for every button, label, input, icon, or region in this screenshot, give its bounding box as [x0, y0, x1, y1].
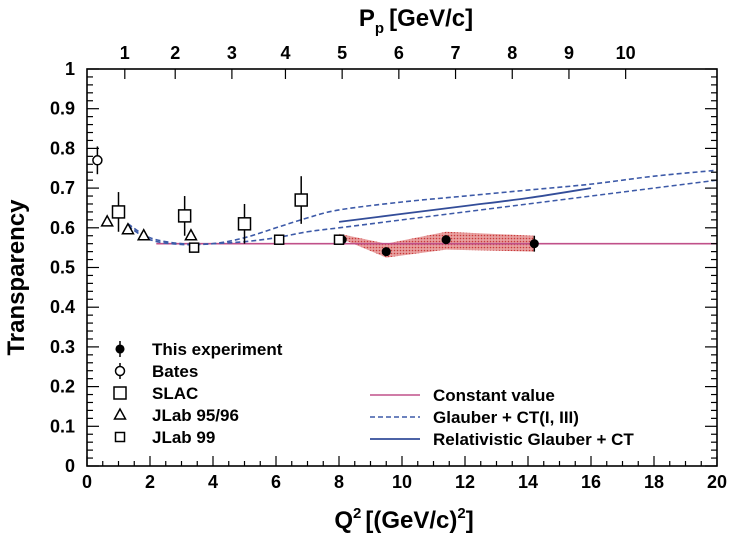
x-tick-label: 18	[644, 472, 664, 492]
y-tick-label: 0.1	[50, 416, 75, 436]
curve-layer	[127, 169, 718, 246]
data-point	[237, 217, 252, 231]
data-point-layer	[92, 146, 539, 257]
legend-marker	[113, 386, 127, 400]
top-tick-label: 5	[337, 43, 347, 63]
top-tick-label: 1	[120, 43, 130, 63]
data-point	[294, 193, 308, 207]
x-tick-label: 16	[581, 472, 601, 492]
y-tick-label: 0	[65, 456, 75, 476]
top-tick-label: 8	[507, 43, 517, 63]
x-tick-label: 14	[518, 472, 538, 492]
legend-label: Glauber + CT(I, III)	[433, 408, 579, 427]
y-tick-label: 0.3	[50, 337, 75, 357]
y-tick-label: 0.6	[50, 218, 75, 238]
data-point	[273, 234, 285, 245]
legend-marker	[114, 365, 126, 377]
data-point	[381, 247, 391, 257]
curve-glauber-2	[127, 179, 718, 246]
x-axis-label-sup: 2	[353, 505, 361, 522]
legend-label: Relativistic Glauber + CT	[433, 430, 634, 449]
data-point	[100, 214, 114, 227]
top-tick-label: 6	[394, 43, 404, 63]
y-tick-label: 0.2	[50, 377, 75, 397]
top-tick-label: 3	[227, 43, 237, 63]
x-axis-label-unit-sup: 2	[457, 505, 465, 522]
x-axis-label-unit-close: ]	[466, 507, 474, 534]
data-point	[184, 228, 198, 241]
data-point	[441, 235, 451, 245]
data-point	[188, 242, 200, 253]
data-point	[529, 239, 539, 249]
legend-label: JLab 99	[152, 428, 215, 447]
legend-label: Bates	[152, 362, 198, 381]
top-tick-label: 10	[616, 43, 636, 63]
curve-glauber-1	[127, 169, 718, 246]
x-tick-label: 6	[271, 472, 281, 492]
legend-label: SLAC	[152, 384, 198, 403]
y-tick-label: 0.8	[50, 138, 75, 158]
legend-marker	[115, 344, 125, 354]
uncertainty-band	[339, 231, 535, 258]
data-point	[177, 209, 192, 223]
x-axis-label-main: Q	[334, 507, 353, 534]
legend-marker	[113, 407, 127, 420]
x-tick-label: 8	[334, 472, 344, 492]
x-tick-label: 2	[145, 472, 155, 492]
x-tick-label: 4	[208, 472, 218, 492]
data-point	[136, 228, 151, 241]
x-tick-label: 10	[392, 472, 412, 492]
top-axis-label-main: P	[359, 5, 375, 32]
x-axis-label-unit: [(GeV/c)	[365, 507, 457, 534]
y-tick-label: 0.4	[50, 297, 75, 317]
legend-left: This experiment Bates SLAC JLab 95/96 JLab 9…	[113, 340, 283, 447]
x-tick-label: 12	[455, 472, 475, 492]
y-axis-label: Transparency	[3, 199, 30, 356]
legend-label: This experiment	[152, 340, 283, 359]
top-tick-label: 7	[451, 43, 461, 63]
y-tick-label: 0.9	[50, 99, 75, 119]
top-axis-label-unit: [GeV/c]	[389, 5, 473, 32]
top-tick-label: 4	[280, 43, 290, 63]
x-tick-label: 20	[707, 472, 727, 492]
legend-right: Constant value Glauber + CT(I, III) Relati…	[370, 386, 634, 449]
data-point	[333, 234, 345, 245]
top-tick-label: 9	[564, 43, 574, 63]
top-tick-label: 2	[170, 43, 180, 63]
curve-relativistic-3	[338, 187, 592, 223]
top-axis-label-sub: p	[375, 20, 384, 37]
legend-marker	[114, 431, 126, 443]
y-tick-label: 0.7	[50, 178, 75, 198]
data-point	[121, 222, 135, 235]
top-axis-label: Pp [GeV/c]	[359, 5, 473, 37]
uncertainty-band-layer	[339, 231, 535, 258]
y-tick-label: 0.5	[50, 258, 75, 278]
data-point	[111, 205, 126, 219]
x-tick-label: 0	[82, 472, 92, 492]
tick-layer: 0 2 4 6 8 10 12 14 16 18 2000.10.20.30.40.50.60.70…	[50, 43, 727, 492]
data-point	[92, 155, 103, 166]
legend-label: JLab 95/96	[152, 406, 239, 425]
legend-label: Constant value	[433, 386, 555, 405]
y-tick-label: 1	[65, 59, 75, 79]
x-axis-label: Q2 [(GeV/c)2]	[334, 505, 473, 534]
